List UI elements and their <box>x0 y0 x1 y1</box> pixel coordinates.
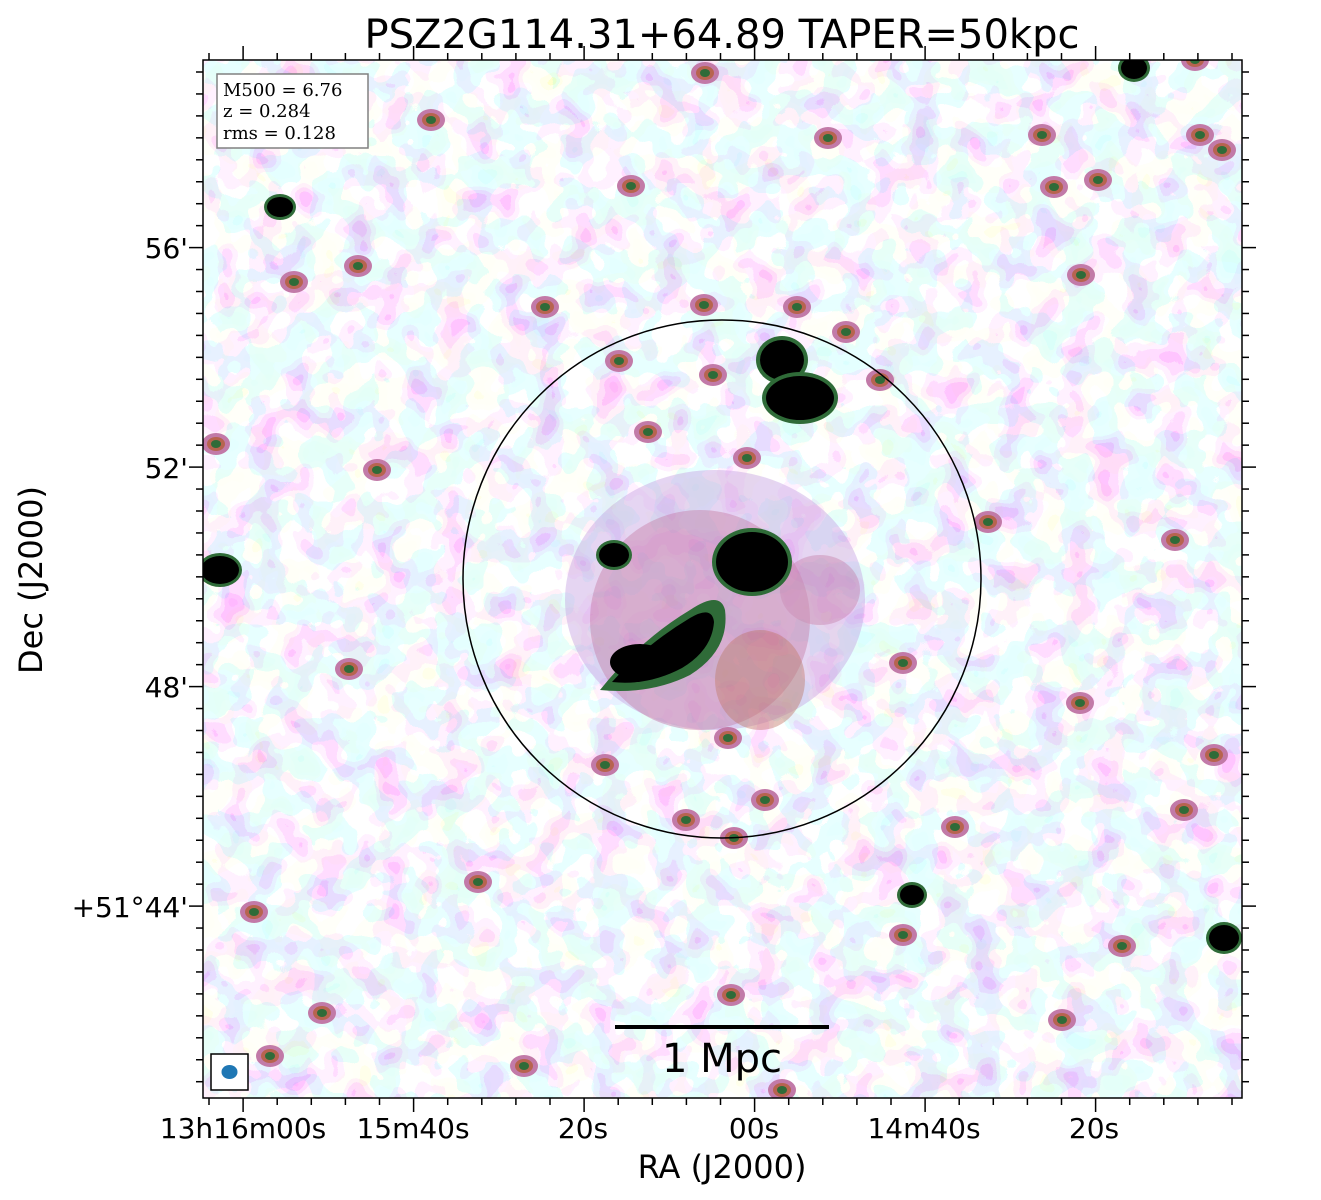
compact-source <box>941 816 969 838</box>
compact-source <box>690 294 718 316</box>
y-tick-label: 52' <box>145 452 188 485</box>
compact-source <box>814 127 842 149</box>
compact-source <box>344 255 372 277</box>
compact-source <box>1170 799 1198 821</box>
compact-source <box>634 421 662 443</box>
compact-source <box>308 1002 336 1024</box>
compact-source <box>1208 139 1236 161</box>
compact-source <box>1200 744 1228 766</box>
compact-source <box>464 871 492 893</box>
central-source <box>712 528 792 596</box>
west-compact-source <box>596 540 632 570</box>
compact-source <box>699 364 727 386</box>
compact-source <box>672 809 700 831</box>
compact-source <box>531 296 559 318</box>
info-box <box>216 73 369 149</box>
compact-source <box>1181 60 1209 71</box>
compact-source <box>1108 935 1136 957</box>
r500-circle <box>462 319 982 839</box>
northern-double-source <box>756 336 838 424</box>
x-tick-label: 15m40s <box>356 1112 469 1145</box>
compact-sources <box>203 60 1236 1098</box>
x-tick-label: 00s <box>729 1112 779 1145</box>
compact-source <box>335 658 363 680</box>
y-tick-label: +51°44' <box>72 891 188 924</box>
compact-source <box>714 727 742 749</box>
y-tick-label: 56' <box>145 232 188 265</box>
x-tick-label: 20s <box>558 1112 608 1145</box>
compact-source <box>591 754 619 776</box>
south-east-source <box>897 882 927 908</box>
compact-source <box>280 271 308 293</box>
x-tick-label: 14m40s <box>867 1112 980 1145</box>
y-axis-label: Dec (J2000) <box>12 486 50 674</box>
compact-source <box>1040 176 1068 198</box>
compact-source <box>889 924 917 946</box>
compact-source <box>783 296 811 318</box>
scale-bar-label: 1 Mpc <box>662 1036 782 1082</box>
compact-source <box>1066 692 1094 714</box>
compact-source <box>1048 1009 1076 1031</box>
info-mass: M500 = 6.76 <box>223 80 342 101</box>
y-tick-labels: 56' 52' 48' +51°44' <box>72 232 188 924</box>
compact-source <box>203 433 230 455</box>
compact-source <box>256 1045 284 1067</box>
compact-source <box>733 447 761 469</box>
head-tail-source <box>600 600 726 691</box>
compact-source <box>1028 124 1056 146</box>
figure-title: PSZ2G114.31+64.89 TAPER=50kpc <box>365 12 1080 58</box>
compact-source <box>363 459 391 481</box>
compact-source <box>617 175 645 197</box>
y-tick-label: 48' <box>145 671 188 704</box>
compact-source <box>751 789 779 811</box>
compact-source <box>1161 529 1189 551</box>
compact-source <box>866 369 894 391</box>
north-west-source <box>264 194 296 220</box>
top-right-source <box>1118 60 1150 82</box>
compact-source <box>832 321 860 343</box>
compact-source <box>417 109 445 131</box>
x-tick-labels: 13h16m00s 15m40s 20s 00s 14m40s 20s <box>160 1112 1119 1145</box>
compact-source <box>1067 264 1095 286</box>
compact-source <box>1186 124 1214 146</box>
info-redshift: z = 0.284 <box>223 101 311 122</box>
axis-ticks <box>189 46 1256 1112</box>
bright-sources <box>203 60 1242 954</box>
x-axis-label: RA (J2000) <box>638 1148 807 1186</box>
compact-source <box>605 350 633 372</box>
info-rms: rms = 0.128 <box>223 123 336 144</box>
left-edge-source <box>203 553 242 587</box>
compact-source <box>691 62 719 84</box>
compact-source <box>1084 169 1112 191</box>
compact-source <box>717 984 745 1006</box>
right-edge-source <box>1206 922 1242 954</box>
compact-source <box>889 652 917 674</box>
diffuse-emission <box>565 470 865 730</box>
x-tick-label: 13h16m00s <box>160 1112 327 1145</box>
image-panel: 1 Mpc M500 = 6.76 z = 0.284 rms = 0.128 <box>203 60 1242 1098</box>
compact-source <box>768 1079 796 1098</box>
plot-frame <box>202 59 1243 1099</box>
beam-ellipse <box>221 1065 238 1079</box>
compact-source <box>974 511 1002 533</box>
x-tick-label: 20s <box>1069 1112 1119 1145</box>
compact-source <box>510 1055 538 1077</box>
compact-source <box>240 901 268 923</box>
